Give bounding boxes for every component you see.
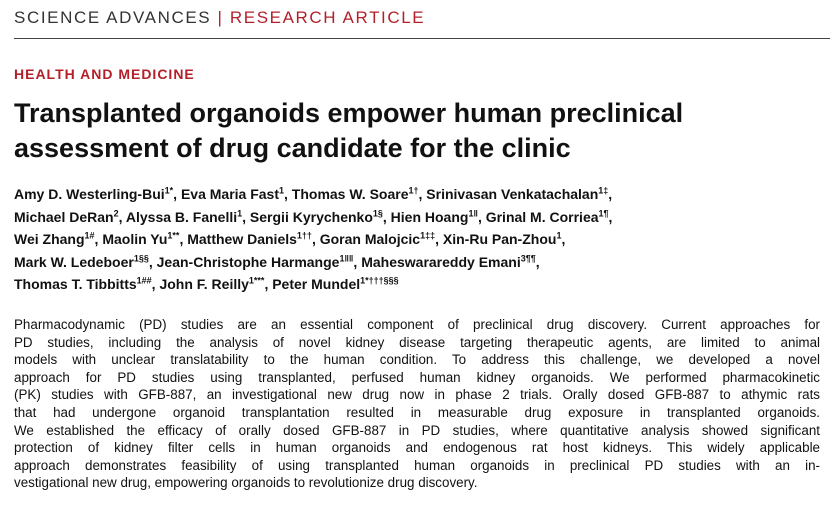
affiliation-mark: 1*†††§§§ (360, 275, 399, 286)
affiliation-mark: 1† (408, 185, 419, 196)
author-name: Amy D. Westerling-Bui (14, 186, 165, 202)
affiliation-mark: 1*** (248, 275, 265, 286)
author-line: Thomas T. Tibbitts1##, John F. Reilly1**… (14, 273, 612, 296)
article-title: Transplanted organoids empower human pre… (14, 96, 683, 166)
affiliation-mark: 1‡‡ (420, 230, 436, 241)
author-line: Mark W. Ledeboer1§§, Jean-Christophe Har… (14, 251, 612, 274)
abstract-line: approach for PD studies using transplant… (14, 369, 820, 385)
title-line: assessment of drug candidate for the cli… (14, 133, 571, 163)
author-name: Michael DeRan (14, 208, 114, 225)
separator: | (217, 8, 224, 27)
author-name: Mark W. Ledeboer (14, 253, 134, 270)
author-name: , Eva Maria Fast (173, 186, 279, 202)
affiliation-mark: 1## (136, 275, 152, 286)
affiliation-mark: 1* (164, 185, 174, 196)
header-rule (14, 38, 830, 39)
section-label: HEALTH AND MEDICINE (14, 66, 195, 82)
journal-header: SCIENCE ADVANCES | RESEARCH ARTICLE (14, 8, 425, 28)
author-name: , Hien Hoang (382, 208, 469, 225)
affiliation-mark: 1** (167, 230, 180, 241)
affiliation-mark: 1§ (372, 207, 383, 218)
affiliation-mark: 1 (556, 230, 562, 241)
affiliation-mark: 1‡ (598, 185, 609, 196)
author-name: , Matthew Daniels (179, 231, 297, 247)
author-name: , (608, 186, 613, 202)
article-type: RESEARCH ARTICLE (229, 8, 426, 27)
abstract-line: (PK) studies with GFB-887, an investigat… (14, 387, 820, 403)
author-name: Thomas T. Tibbitts (14, 276, 137, 292)
title-line: Transplanted organoids empower human pre… (14, 98, 684, 128)
abstract-line: models with unclear translatability to t… (14, 352, 820, 368)
abstract-line: We established the efficacy of orally do… (14, 422, 820, 438)
abstract-line: vestigational new drug, empowering organ… (14, 475, 478, 491)
affiliation-mark: 1 (279, 185, 285, 196)
author-name: , Peter Mundel (264, 276, 361, 292)
abstract: Pharmacodynamic (PD) studies are an esse… (14, 316, 820, 492)
author-name: , Maolin Yu (94, 231, 168, 247)
author-name: , Xin-Ru Pan-Zhou (435, 231, 557, 247)
author-name: , Maheswarareddy Emani (353, 253, 521, 270)
affiliation-mark: 1§§ (133, 252, 149, 263)
abstract-line: that had undergone organoid transplantat… (14, 404, 820, 420)
author-name: , Alyssa B. Fanelli (118, 208, 238, 225)
author-line: Wei Zhang1#, Maolin Yu1**, Matthew Danie… (14, 228, 612, 251)
affiliation-mark: 1‖ (468, 207, 478, 218)
affiliation-mark: 1# (84, 230, 95, 241)
abstract-line: Pharmacodynamic (PD) studies are an esse… (14, 317, 820, 332)
affiliation-mark: 1‖‖ (339, 252, 354, 263)
affiliation-mark: 1¶ (598, 207, 609, 218)
author-name: Wei Zhang (14, 231, 85, 247)
abstract-line: approach demonstrates feasibility of usi… (14, 457, 820, 473)
affiliation-mark: 1†† (296, 230, 312, 241)
affiliation-mark: 3¶¶ (520, 252, 536, 263)
author-line: Amy D. Westerling-Bui1*, Eva Maria Fast1… (14, 183, 612, 206)
affiliation-mark: 2 (113, 207, 119, 218)
author-name: , John F. Reilly (151, 276, 249, 292)
author-name: , Sergii Kyrychenko (242, 208, 373, 225)
author-line: Michael DeRan2, Alyssa B. Fanelli1, Serg… (14, 206, 612, 229)
author-name: , Thomas W. Soare (284, 186, 409, 202)
author-name: , Grinal M. Corriea (477, 208, 599, 225)
affiliation-mark: 1 (237, 207, 243, 218)
author-list: Amy D. Westerling-Bui1*, Eva Maria Fast1… (14, 183, 612, 296)
author-name: , Srinivasan Venkatachalan (418, 186, 599, 202)
author-name: , Jean-Christophe Harmange (148, 253, 340, 270)
abstract-line: PD studies, including the analysis of no… (14, 334, 820, 350)
author-name: , (535, 253, 540, 270)
author-name: , (608, 208, 613, 225)
abstract-line: protection of kidney filter cells in hum… (14, 440, 820, 456)
author-name: , Goran Malojcic (311, 231, 421, 247)
author-name: , (561, 231, 566, 247)
journal-name: SCIENCE ADVANCES (14, 8, 212, 27)
